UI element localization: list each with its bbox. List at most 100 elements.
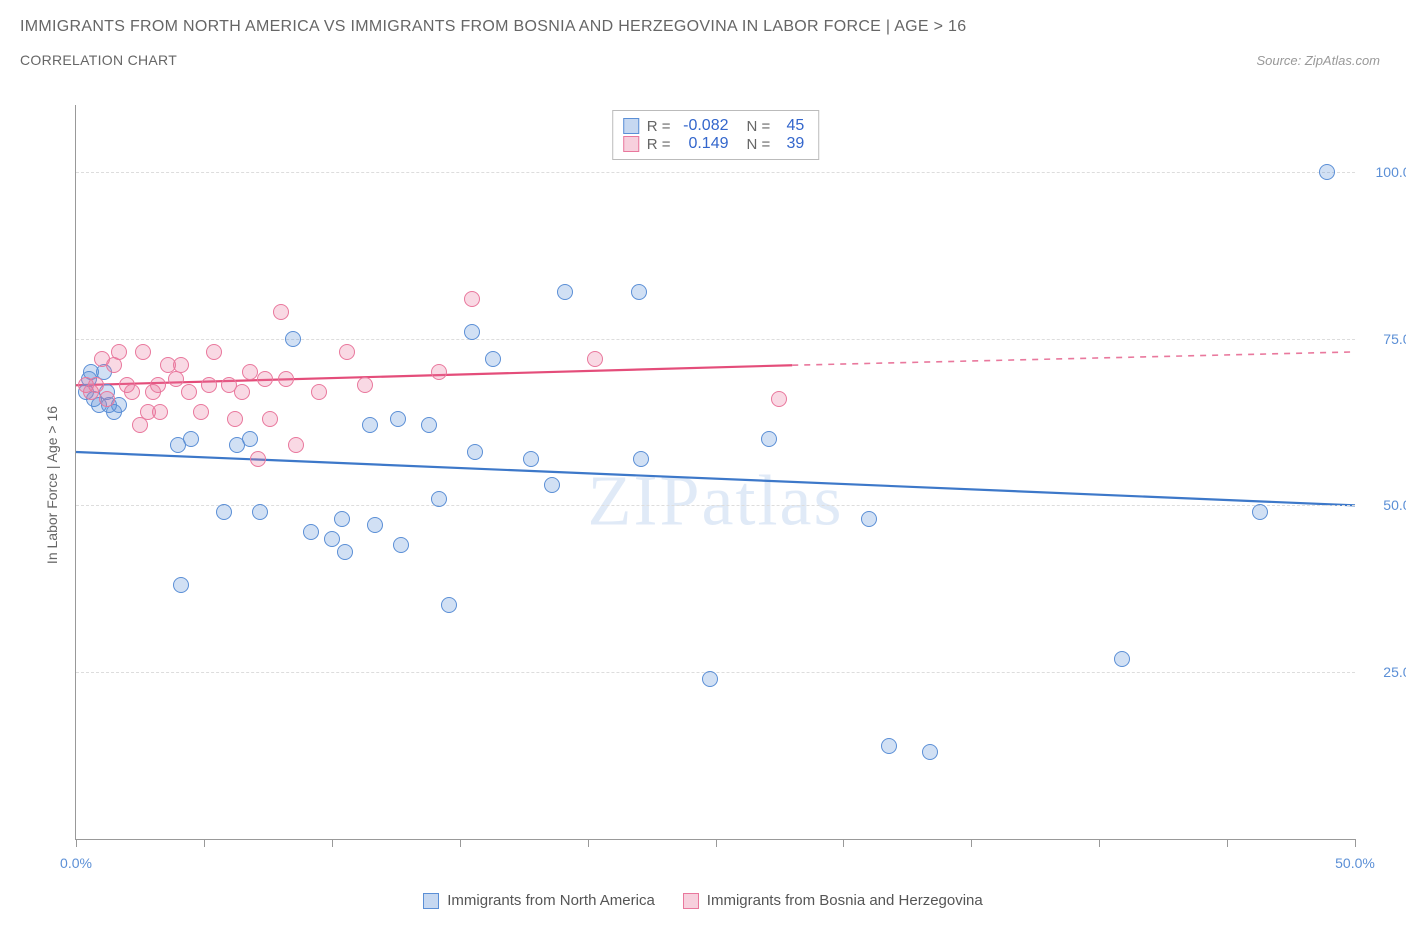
data-point xyxy=(761,431,777,447)
x-tick xyxy=(843,839,844,847)
data-point xyxy=(1252,504,1268,520)
data-point xyxy=(227,411,243,427)
data-point xyxy=(285,331,301,347)
data-point xyxy=(273,304,289,320)
data-point xyxy=(431,364,447,380)
x-tick xyxy=(204,839,205,847)
legend-n-label: N = xyxy=(747,118,771,135)
data-point xyxy=(152,404,168,420)
page-title: IMMIGRANTS FROM NORTH AMERICA VS IMMIGRA… xyxy=(20,18,1386,36)
y-axis-title: In Labor Force | Age > 16 xyxy=(44,406,60,564)
data-point xyxy=(390,411,406,427)
data-point xyxy=(173,357,189,373)
swatch-pink-icon xyxy=(623,136,639,152)
stats-legend: R = -0.082 N = 45 R = 0.149 N = 39 xyxy=(612,110,820,160)
swatch-blue-icon xyxy=(423,893,439,909)
data-point xyxy=(557,284,573,300)
data-point xyxy=(216,504,232,520)
data-point xyxy=(206,344,222,360)
legend-r-label: R = xyxy=(647,136,671,153)
data-point xyxy=(181,384,197,400)
data-point xyxy=(111,344,127,360)
data-point xyxy=(193,404,209,420)
x-tick xyxy=(460,839,461,847)
y-tick-label: 25.0% xyxy=(1383,664,1406,680)
data-point xyxy=(631,284,647,300)
data-point xyxy=(881,738,897,754)
data-point xyxy=(431,491,447,507)
data-point xyxy=(303,524,319,540)
data-point xyxy=(523,451,539,467)
gridline xyxy=(76,172,1355,173)
data-point xyxy=(99,391,115,407)
y-tick-label: 100.0% xyxy=(1376,164,1406,180)
data-point xyxy=(393,537,409,553)
legend-r-value-pink: 0.149 xyxy=(681,135,729,153)
data-point xyxy=(173,577,189,593)
data-point xyxy=(441,597,457,613)
series-legend-item-pink: Immigrants from Bosnia and Herzegovina xyxy=(683,892,983,909)
watermark: ZIPatlas xyxy=(588,460,844,543)
data-point xyxy=(124,384,140,400)
data-point xyxy=(367,517,383,533)
data-point xyxy=(421,417,437,433)
data-point xyxy=(337,544,353,560)
legend-n-label: N = xyxy=(747,136,771,153)
stats-legend-row-pink: R = 0.149 N = 39 xyxy=(623,135,805,153)
data-point xyxy=(242,364,258,380)
x-tick-label: 0.0% xyxy=(60,855,92,871)
series-label-blue: Immigrants from North America xyxy=(447,892,655,909)
data-point xyxy=(234,384,250,400)
gridline xyxy=(76,505,1355,506)
x-tick-label: 50.0% xyxy=(1335,855,1375,871)
data-point xyxy=(587,351,603,367)
correlation-chart: In Labor Force | Age > 16 ZIPatlas R = -… xyxy=(20,95,1386,875)
stats-legend-row-blue: R = -0.082 N = 45 xyxy=(623,117,805,135)
data-point xyxy=(702,671,718,687)
data-point xyxy=(324,531,340,547)
data-point xyxy=(633,451,649,467)
data-point xyxy=(135,344,151,360)
plot-area: ZIPatlas R = -0.082 N = 45 R = 0.149 N =… xyxy=(75,105,1355,840)
source-attribution: Source: ZipAtlas.com xyxy=(1256,53,1386,68)
y-tick-label: 75.0% xyxy=(1383,331,1406,347)
legend-n-value-blue: 45 xyxy=(780,117,804,135)
data-point xyxy=(464,324,480,340)
data-point xyxy=(544,477,560,493)
data-point xyxy=(861,511,877,527)
x-tick xyxy=(332,839,333,847)
data-point xyxy=(242,431,258,447)
x-tick xyxy=(1227,839,1228,847)
legend-r-value-blue: -0.082 xyxy=(681,117,729,135)
legend-r-label: R = xyxy=(647,118,671,135)
data-point xyxy=(252,504,268,520)
data-point xyxy=(150,377,166,393)
swatch-blue-icon xyxy=(623,118,639,134)
x-tick xyxy=(716,839,717,847)
data-point xyxy=(288,437,304,453)
series-legend-item-blue: Immigrants from North America xyxy=(423,892,655,909)
data-point xyxy=(250,451,266,467)
data-point xyxy=(485,351,501,367)
legend-n-value-pink: 39 xyxy=(780,135,804,153)
x-tick xyxy=(971,839,972,847)
data-point xyxy=(357,377,373,393)
gridline xyxy=(76,339,1355,340)
x-tick xyxy=(1099,839,1100,847)
data-point xyxy=(257,371,273,387)
data-point xyxy=(183,431,199,447)
data-point xyxy=(922,744,938,760)
trend-lines xyxy=(76,105,1355,839)
chart-subtitle: CORRELATION CHART xyxy=(20,52,177,68)
swatch-pink-icon xyxy=(683,893,699,909)
data-point xyxy=(771,391,787,407)
x-tick xyxy=(588,839,589,847)
data-point xyxy=(262,411,278,427)
data-point xyxy=(334,511,350,527)
data-point xyxy=(339,344,355,360)
data-point xyxy=(464,291,480,307)
x-tick xyxy=(76,839,77,847)
data-point xyxy=(1114,651,1130,667)
x-tick xyxy=(1355,839,1356,847)
data-point xyxy=(201,377,217,393)
